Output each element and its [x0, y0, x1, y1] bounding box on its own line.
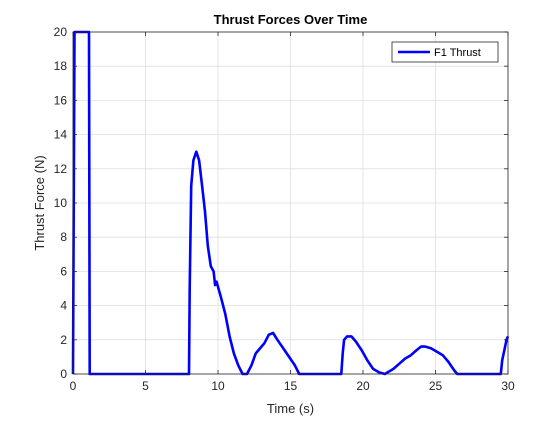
legend-label: F1 Thrust: [434, 47, 481, 59]
chart-title: Thrust Forces Over Time: [214, 12, 368, 27]
y-tick-label: 18: [54, 59, 68, 73]
legend-box: [391, 41, 499, 63]
y-tick-label: 20: [54, 25, 68, 39]
series-layer: [71, 30, 510, 376]
x-tick-label: 5: [142, 379, 149, 393]
series-line: [71, 30, 510, 376]
y-axis-label: Thrust Force (N): [32, 155, 47, 250]
y-tick-label: 16: [54, 93, 68, 107]
x-tick-label: 30: [501, 379, 515, 393]
x-tick-label: 10: [211, 379, 225, 393]
x-axis-label: Time (s): [267, 401, 314, 416]
y-tick-label: 6: [60, 264, 67, 278]
y-tick-label: 0: [60, 367, 67, 381]
y-tick-label: 12: [54, 162, 68, 176]
x-tick-label: 0: [70, 379, 77, 393]
ticks: 0 5 10 15 20 25 30 0 2 4 6 8 10 12 14 16 18 20: [54, 25, 515, 393]
legend: F1 Thrust: [391, 41, 499, 63]
y-tick-label: 14: [54, 128, 68, 142]
y-tick-label: 10: [54, 196, 68, 210]
y-tick-label: 4: [60, 299, 67, 313]
y-tick-label: 2: [60, 333, 67, 347]
x-tick-label: 20: [356, 379, 370, 393]
y-tick-label: 8: [60, 230, 67, 244]
x-tick-label: 15: [284, 379, 298, 393]
x-tick-label: 25: [429, 379, 443, 393]
